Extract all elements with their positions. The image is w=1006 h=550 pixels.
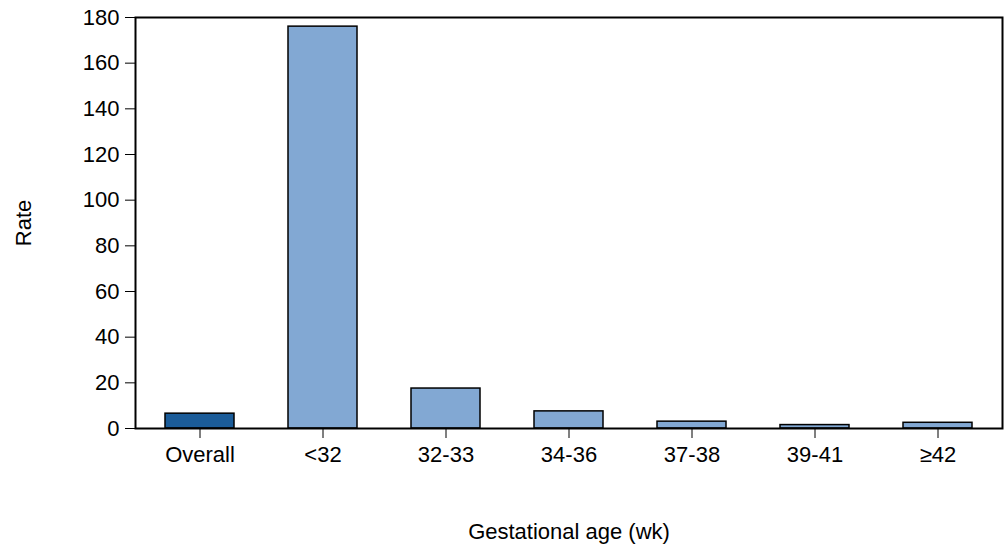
svg-text:39-41: 39-41 bbox=[787, 442, 843, 467]
svg-text:180: 180 bbox=[83, 5, 120, 30]
svg-text:120: 120 bbox=[83, 142, 120, 167]
svg-text:160: 160 bbox=[83, 50, 120, 75]
svg-text:32-33: 32-33 bbox=[418, 442, 474, 467]
svg-text:20: 20 bbox=[95, 370, 119, 395]
svg-text:40: 40 bbox=[95, 324, 119, 349]
svg-text:100: 100 bbox=[83, 187, 120, 212]
svg-text:34-36: 34-36 bbox=[541, 442, 597, 467]
svg-text:0: 0 bbox=[107, 416, 119, 441]
svg-text:80: 80 bbox=[95, 233, 119, 258]
svg-text:Gestational age (wk): Gestational age (wk) bbox=[468, 519, 670, 544]
svg-text:Rate: Rate bbox=[11, 200, 36, 246]
svg-text:≥42: ≥42 bbox=[920, 442, 957, 467]
svg-text:140: 140 bbox=[83, 96, 120, 121]
svg-text:60: 60 bbox=[95, 279, 119, 304]
svg-text:37-38: 37-38 bbox=[664, 442, 720, 467]
svg-text:Overall: Overall bbox=[165, 442, 235, 467]
svg-text:<32: <32 bbox=[304, 442, 341, 467]
